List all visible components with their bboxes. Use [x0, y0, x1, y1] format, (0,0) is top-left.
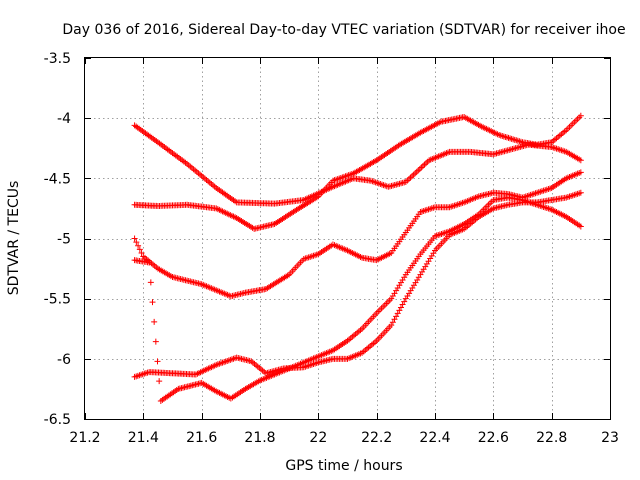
y-tick-label: -5.5: [44, 292, 71, 308]
series-track-5: [131, 189, 584, 380]
data-point: [407, 174, 414, 181]
data-point: [152, 338, 159, 345]
data-point: [413, 168, 420, 175]
data-point: [136, 246, 143, 253]
data-point: [151, 318, 158, 325]
chart-title: Day 036 of 2016, Sidereal Day-to-day VTE…: [62, 22, 625, 38]
y-tick-label: -3.5: [44, 51, 71, 67]
data-point: [423, 160, 430, 167]
data-point: [154, 358, 161, 365]
data-point: [419, 163, 426, 170]
data-point: [135, 242, 142, 249]
plot-frame: [84, 57, 611, 420]
series-track-2: [131, 112, 584, 232]
axis-ticks: [85, 58, 611, 420]
data-point: [577, 157, 584, 164]
x-tick-label: 21.6: [186, 430, 217, 446]
data-point: [149, 299, 156, 306]
x-axis-label: GPS time / hours: [285, 458, 402, 474]
data-point: [418, 164, 425, 171]
data-point: [412, 170, 419, 177]
data-point: [577, 112, 584, 119]
data-points: [131, 112, 584, 404]
x-tick-labels: 21.2 21.4 21.6 21.8 22 22.2 22.4 22.6 22.8 23: [69, 430, 619, 446]
x-tick-label: 22.2: [361, 430, 392, 446]
data-point: [577, 169, 584, 176]
series-track-3: [131, 169, 584, 300]
y-tick-label: -4.5: [44, 171, 71, 187]
series-track-1: [131, 122, 584, 207]
x-tick-label: 23: [601, 430, 619, 446]
data-point: [577, 223, 584, 230]
data-point: [402, 178, 409, 185]
series-track-4: [131, 194, 584, 404]
data-point: [416, 165, 423, 172]
y-axis-label: SDTVAR / TECUs: [6, 181, 22, 296]
data-point: [131, 235, 138, 242]
data-point: [147, 279, 154, 286]
x-tick-label: 21.2: [69, 430, 100, 446]
x-tick-label: 21.8: [244, 430, 275, 446]
data-point: [405, 176, 412, 183]
data-point: [138, 249, 145, 256]
y-tick-label: -6.5: [44, 412, 71, 428]
x-tick-label: 21.4: [128, 430, 159, 446]
data-point: [156, 378, 163, 385]
data-point: [410, 171, 417, 178]
y-tick-labels: -6.5 -6 -5.5 -5 -4.5 -4 -3.5: [44, 51, 71, 428]
x-tick-label: 22.8: [536, 430, 567, 446]
y-tick-label: -4: [57, 111, 71, 127]
data-point: [421, 161, 428, 168]
data-point: [415, 167, 422, 174]
x-tick-label: 22.4: [419, 430, 450, 446]
x-tick-label: 22: [309, 430, 327, 446]
data-point: [577, 189, 584, 196]
data-point: [133, 239, 140, 246]
data-point: [146, 259, 153, 266]
grid-lines: [85, 58, 610, 419]
y-tick-label: -5: [57, 232, 71, 248]
y-tick-label: -6: [57, 352, 71, 368]
x-tick-label: 22.6: [478, 430, 509, 446]
